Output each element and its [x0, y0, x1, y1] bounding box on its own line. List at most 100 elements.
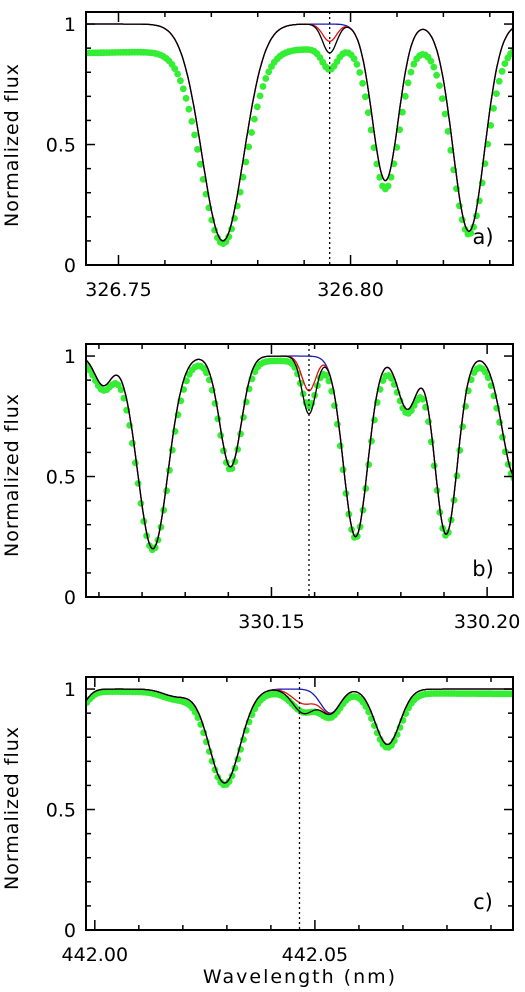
observed-point [376, 173, 384, 181]
observed-point [336, 442, 344, 450]
panel-c-ylabel: Normalized flux [1, 726, 23, 890]
panel-b-x-tick-label: 330.15 [238, 611, 304, 633]
observed-point [356, 69, 364, 76]
observed-point [157, 523, 165, 531]
observed-point [430, 63, 438, 71]
observed-point [501, 60, 509, 67]
panel-a-x-tick-label: 326.80 [317, 279, 383, 301]
observed-point [237, 430, 245, 438]
observed-point [396, 126, 403, 134]
observed-point [182, 94, 190, 102]
observed-point [487, 122, 495, 129]
observed-point [188, 118, 196, 125]
observed-point [256, 92, 264, 100]
observed-point [359, 79, 366, 87]
observed-point [353, 532, 361, 540]
panel-b-y-tick-label: 0 [64, 587, 76, 609]
observed-point [453, 472, 461, 480]
panel-b-model-black-line [86, 355, 513, 550]
observed-point [342, 490, 350, 497]
panel-a-plot-area [86, 23, 513, 248]
observed-point [436, 82, 443, 89]
observed-point [482, 368, 489, 376]
observed-point [493, 90, 500, 97]
panel-c-observed-series [86, 688, 513, 789]
observed-point [179, 85, 187, 93]
observed-point [384, 182, 392, 190]
panel-b-observed-series [86, 357, 513, 554]
observed-point [401, 92, 409, 100]
observed-point [427, 57, 435, 65]
observed-point [163, 487, 171, 495]
panel-a-x-tick-label: 326.75 [85, 279, 151, 301]
observed-point [490, 105, 497, 112]
observed-point [251, 115, 258, 123]
observed-point [199, 176, 207, 183]
observed-point [183, 377, 190, 385]
observed-point [225, 778, 233, 785]
observed-point [253, 103, 261, 111]
panel-b-ylabel: Normalized flux [1, 393, 23, 557]
observed-point [265, 68, 273, 76]
observed-point [498, 67, 506, 75]
panel-c-x-tick-label: 442.05 [282, 944, 348, 966]
observed-point [262, 75, 270, 82]
observed-point [365, 461, 373, 468]
observed-point [177, 77, 184, 85]
panel-a-label: a) [472, 225, 493, 249]
observed-point [191, 131, 199, 139]
observed-point [203, 369, 210, 377]
panel-c: Normalized flux 0 0.5 1 442.00 442.05 c) [1, 676, 514, 966]
observed-point [499, 433, 506, 441]
panel-b-plot-area [86, 355, 513, 554]
observed-point [151, 544, 159, 552]
panel-b-label: b) [472, 557, 494, 581]
panel-c-y-tick-label: 0.5 [46, 800, 76, 822]
observed-point [166, 466, 173, 474]
observed-point [160, 506, 168, 514]
panel-a-observed-series [86, 46, 513, 248]
panel-c-y-tick-label: 1 [64, 679, 76, 701]
observed-point [495, 77, 503, 85]
panel-b-axes-frame [85, 343, 514, 598]
observed-point [350, 55, 358, 62]
panel-b-x-tick-label: 330.20 [454, 611, 520, 633]
observed-point [214, 415, 222, 423]
observed-point [353, 61, 361, 68]
x-axis-label: Wavelength (nm) [203, 966, 397, 988]
observed-point [339, 466, 347, 474]
observed-point [362, 485, 370, 492]
panel-c-label: c) [473, 890, 493, 914]
observed-point [174, 70, 182, 78]
observed-point [444, 127, 452, 135]
observed-point [450, 496, 458, 504]
observed-point [242, 158, 250, 166]
panel-b-y-tick-label: 1 [64, 346, 76, 368]
observed-point [430, 462, 438, 470]
panel-a: Normalized flux 0 0.5 1 326.75 326.80 a) [1, 11, 514, 301]
observed-point [368, 437, 375, 445]
observed-point [456, 446, 464, 454]
panel-c-model-black-line [86, 688, 513, 784]
observed-point [364, 109, 372, 116]
panel-c-x-tick-label: 442.00 [62, 944, 128, 966]
panel-c-y-tick-label: 0 [64, 920, 76, 942]
observed-point [371, 416, 378, 424]
observed-point [168, 446, 176, 454]
panel-b: Normalized flux 0 0.5 1 330.15 330.20 b) [1, 343, 520, 633]
observed-point [441, 110, 449, 118]
observed-point [459, 423, 466, 430]
observed-point [334, 420, 341, 428]
observed-point [134, 480, 142, 487]
observed-point [322, 371, 330, 379]
panel-a-y-tick-label: 1 [64, 14, 76, 36]
observed-point [433, 71, 440, 79]
observed-point [399, 108, 406, 116]
observed-point [140, 517, 148, 525]
observed-point [407, 68, 415, 76]
observed-point [240, 414, 247, 421]
panel-a-y-tick-label: 0.5 [46, 135, 76, 157]
observed-point [196, 160, 204, 168]
panel-a-y-tick-label: 0 [64, 255, 76, 277]
